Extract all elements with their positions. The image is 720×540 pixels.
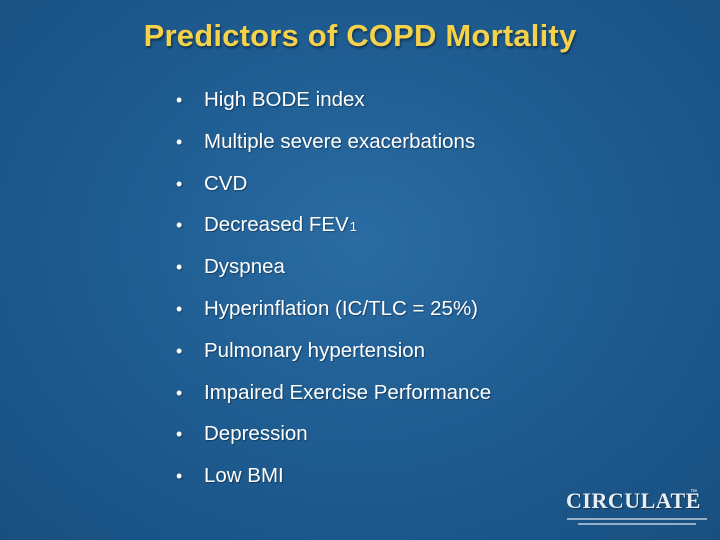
logo-wordmark: CIRCULATE [566, 488, 701, 513]
circulate-logo: CIRCULATE ™ [562, 488, 712, 534]
bullet-item: • Depression [176, 422, 491, 464]
bullet-dot: • [176, 257, 183, 278]
logo-tagline-line [578, 523, 696, 525]
bullet-dot: • [176, 340, 183, 361]
bullet-item: • High BODE index [176, 88, 491, 130]
bullet-dot: • [176, 90, 183, 110]
bullet-dot: • [176, 131, 183, 152]
bullet-item: • Pulmonary hypertension [176, 339, 491, 381]
slide-title: Predictors of COPD Mortality [143, 18, 577, 53]
bullet-text: High BODE index [204, 88, 365, 111]
bullet-item: • CVD [176, 172, 491, 214]
bullet-dot: • [176, 424, 183, 445]
bullet-item: • Decreased FEV 1 [176, 213, 491, 255]
bullet-item: • Low BMI [176, 464, 491, 506]
bullet-text: Pulmonary hypertension [204, 338, 426, 362]
bullet-text: Multiple severe exacerbations [204, 129, 476, 153]
bullet-dot: • [176, 382, 183, 403]
logo-trademark: ™ [690, 489, 697, 496]
bullet-text: Low BMI [204, 464, 284, 488]
logo-tagline-line [567, 518, 707, 520]
bullet-item: • Hyperinflation (IC/TLC = 25%) [176, 297, 491, 339]
bullet-text: Impaired Exercise Performance [204, 380, 492, 404]
bullet-text: Hyperinflation (IC/TLC = 25%) [204, 296, 479, 320]
bullet-item: • Dyspnea [176, 255, 491, 297]
bullet-text: Depression [204, 422, 308, 446]
bullet-dot: • [176, 215, 183, 236]
bullet-dot: • [176, 466, 183, 487]
bullet-dot: • [176, 298, 183, 319]
bullet-list: • High BODE index • Multiple severe exac… [176, 88, 491, 506]
bullet-item: • Impaired Exercise Performance [176, 381, 491, 423]
bullet-text: Decreased FEV [204, 213, 349, 237]
bullet-subscript: 1 [349, 219, 357, 235]
bullet-text: Dyspnea [204, 255, 285, 279]
bullet-dot: • [176, 173, 183, 194]
bullet-item: • Multiple severe exacerbations [176, 130, 491, 172]
logo-tagline-graphic [562, 515, 712, 525]
bullet-text: CVD [204, 171, 248, 195]
